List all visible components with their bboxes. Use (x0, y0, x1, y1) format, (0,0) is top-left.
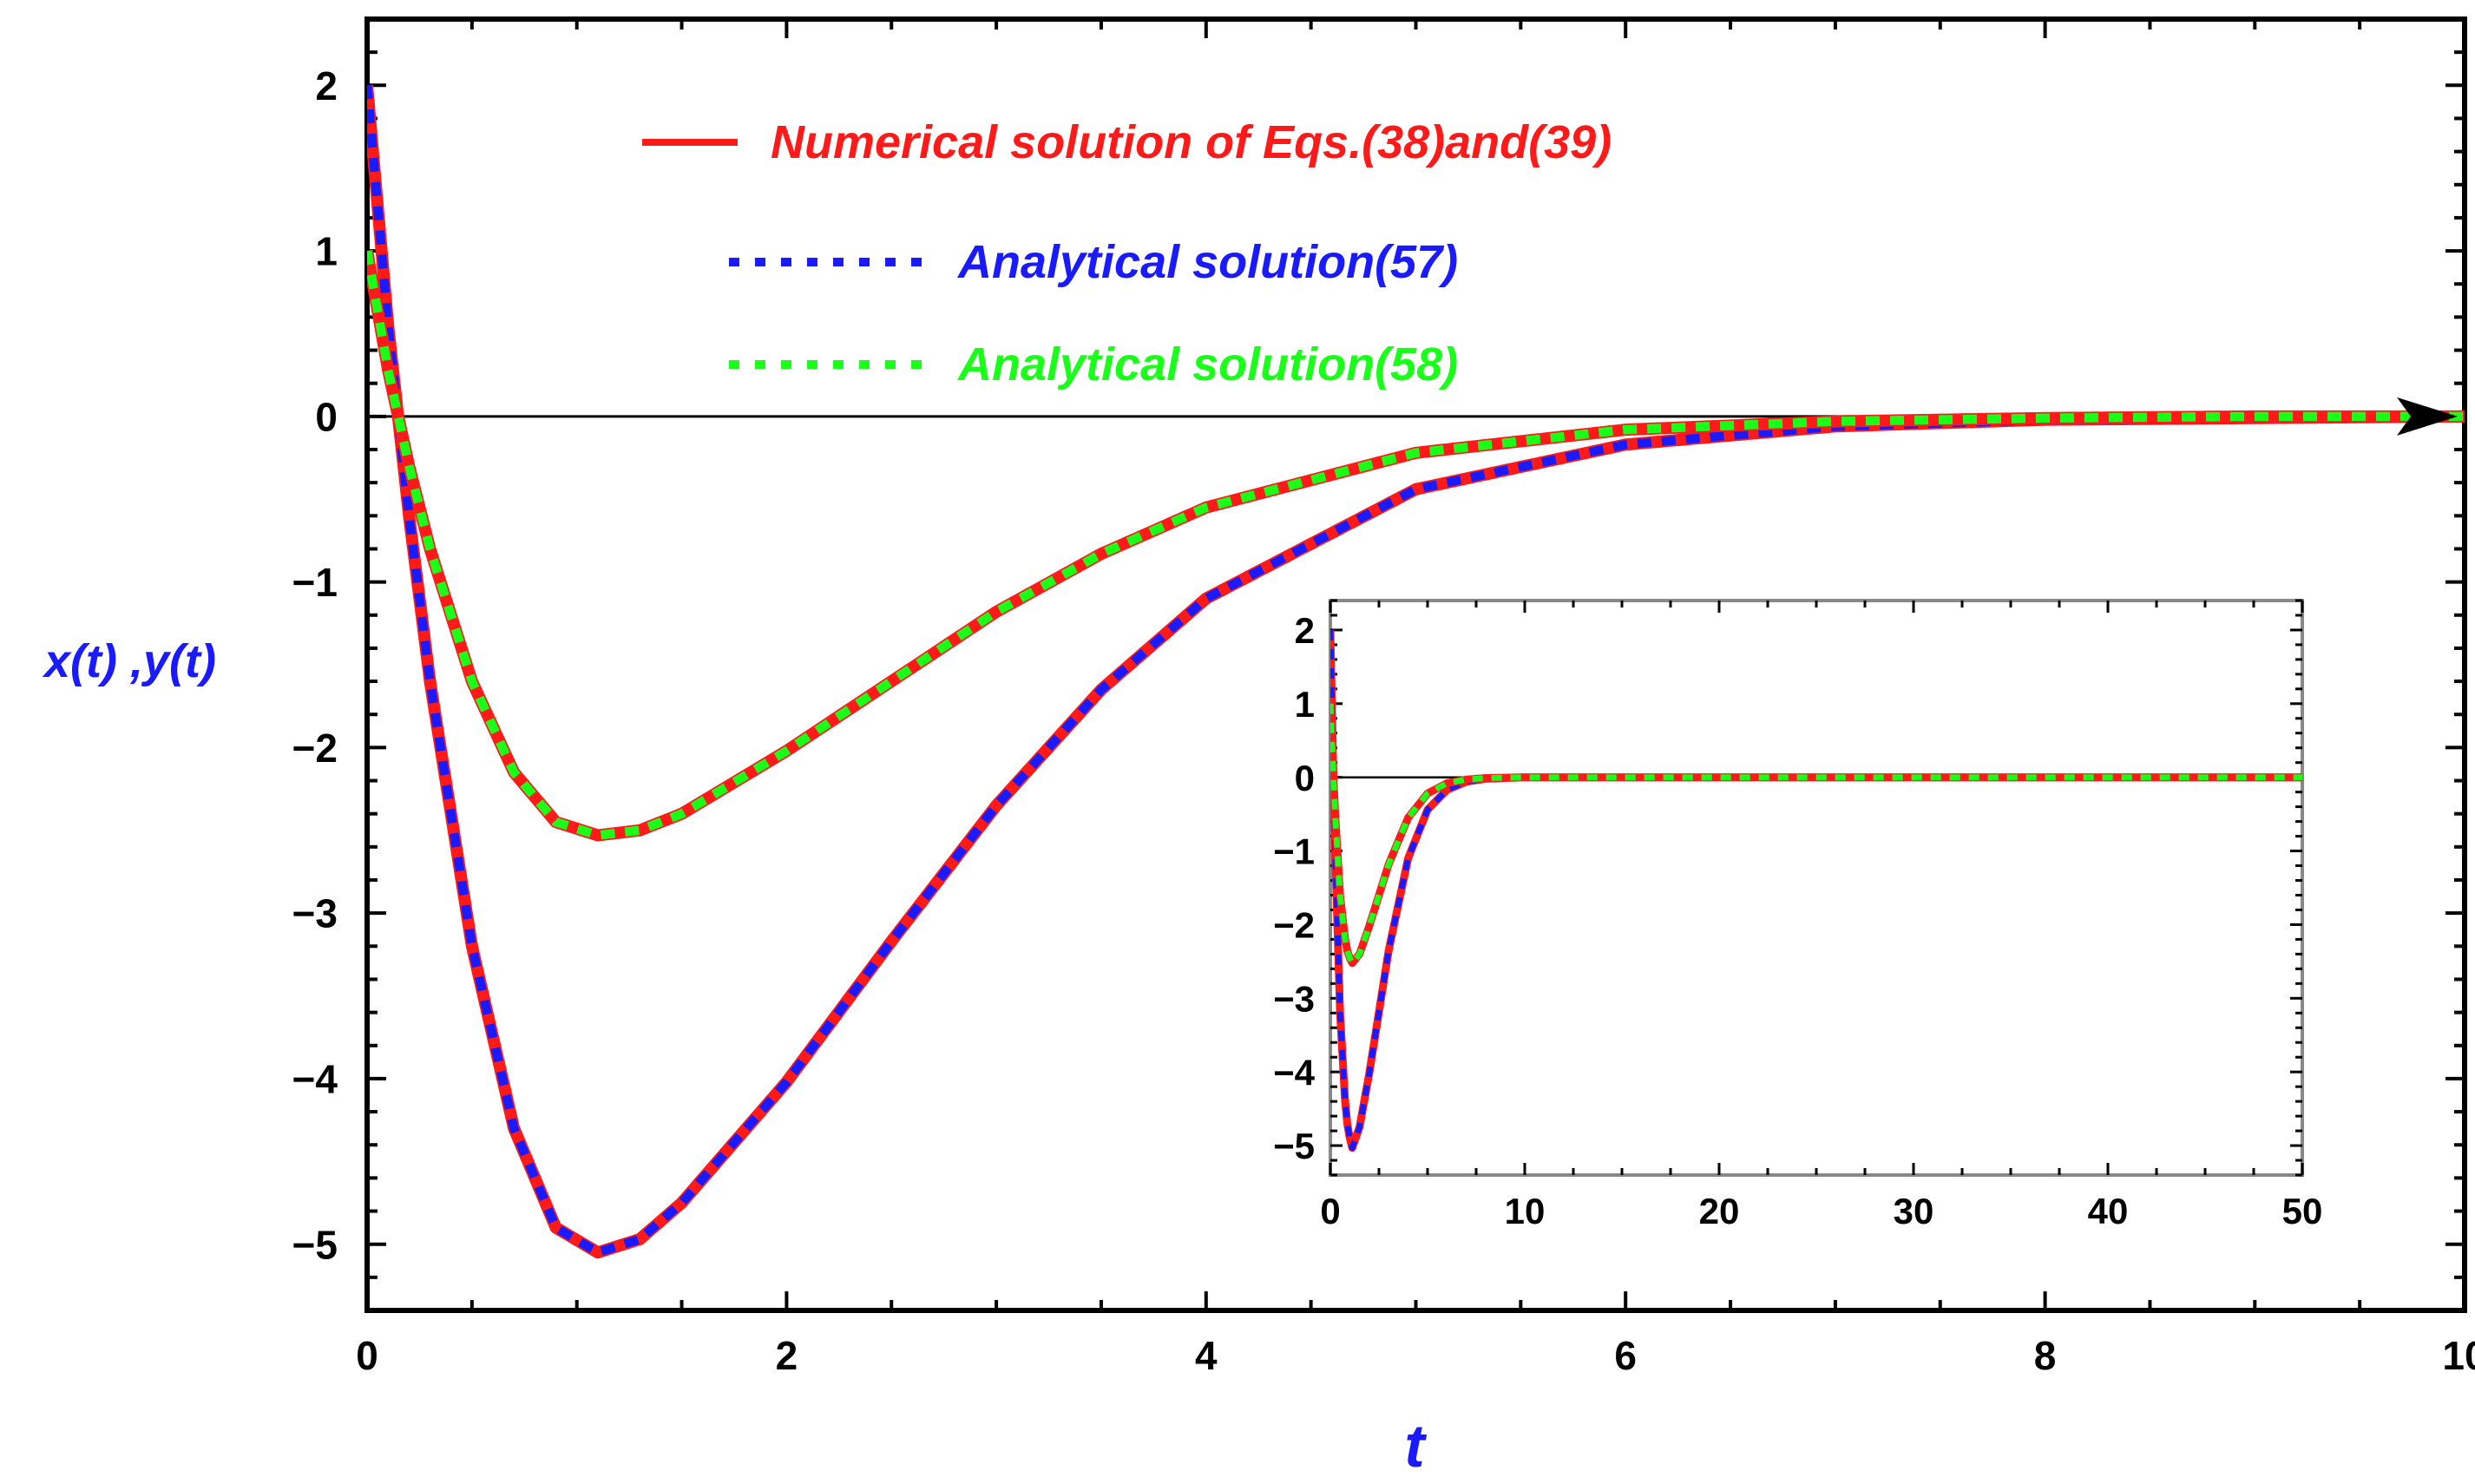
inset-y-tick-label: −2 (1273, 905, 1315, 946)
legend-label-1: Numerical solution of Eqs.(38)and(39) (771, 116, 1612, 168)
inset-y-tick-label: −5 (1273, 1126, 1315, 1166)
y-axis-title: x(t) ,y(t) (42, 635, 216, 687)
main-x-tick-label: 2 (776, 1333, 798, 1378)
inset-curves (1330, 629, 2302, 1152)
inset-y-tick-label: 0 (1295, 758, 1315, 798)
inset-analytical-curve-2 (1330, 703, 2302, 967)
main-x-tick-label: 6 (1614, 1333, 1637, 1378)
inset-x-tick-label: 40 (2088, 1191, 2129, 1231)
main-x-tick-label: 4 (1195, 1333, 1218, 1378)
main-x-tick-label: 0 (356, 1333, 378, 1378)
legend: Numerical solution of Eqs.(38)and(39) Ana… (642, 116, 1612, 391)
main-analytical-curve-1 (367, 84, 2465, 1257)
inset-x-tick-label: 10 (1505, 1191, 1546, 1231)
main-analytical-curve-2 (367, 250, 2465, 840)
inset-y-tick-label: 1 (1295, 684, 1315, 725)
main-y-tick-label: −3 (292, 891, 338, 936)
main-y-tick-label: 1 (315, 229, 338, 274)
main-y-tick-label: 2 (315, 63, 338, 108)
inset-y-tick-label: −4 (1273, 1052, 1316, 1093)
main-x-tick-label: 8 (2034, 1333, 2057, 1378)
inset-y-tick-label: −1 (1273, 831, 1315, 872)
inset-x-tick-label: 0 (1320, 1191, 1340, 1231)
inset-x-tick-label: 30 (1894, 1191, 1934, 1231)
main-y-tick-label: −4 (292, 1056, 338, 1101)
main-y-tick-label: 0 (315, 394, 338, 439)
inset-y-tick-label: 2 (1295, 610, 1315, 651)
main-y-tick-label: −1 (292, 560, 338, 605)
main-curves (367, 84, 2465, 1259)
main-x-tick-label: 10 (2442, 1333, 2475, 1378)
main-y-tick-label: −5 (292, 1222, 338, 1267)
inset-frame (1329, 599, 2304, 1177)
legend-label-3: Analytical solution(58) (956, 338, 1458, 391)
main-y-tick-label: −2 (292, 726, 338, 771)
legend-label-2: Analytical solution(57) (956, 236, 1458, 288)
inset-x-tick-label: 50 (2282, 1191, 2323, 1231)
inset-x-tick-label: 20 (1699, 1191, 1740, 1231)
x-axis-arrow (2397, 397, 2458, 436)
inset-y-tick-label: −3 (1273, 978, 1315, 1019)
x-axis-title: t (1404, 1412, 1427, 1480)
